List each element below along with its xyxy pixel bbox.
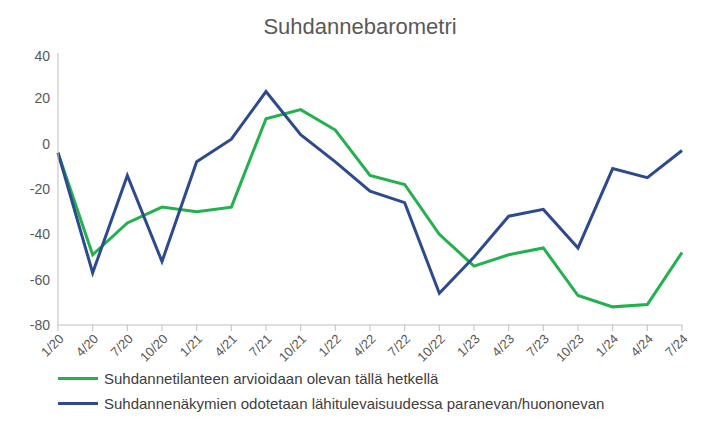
svg-text:4/23: 4/23: [489, 331, 518, 360]
svg-text:4/24: 4/24: [627, 331, 656, 360]
svg-text:10/21: 10/21: [276, 331, 310, 365]
svg-text:-60: -60: [30, 272, 50, 288]
svg-text:7/20: 7/20: [107, 331, 136, 360]
svg-text:10/22: 10/22: [414, 331, 448, 365]
html-text:Suhdannenäkymien odotetaan läh: Suhdannenäkymien odotetaan lähitulevaisu…: [104, 395, 605, 412]
svg-text:7/21: 7/21: [246, 331, 275, 360]
svg-text:7/24: 7/24: [662, 331, 691, 360]
svg-text:1/23: 1/23: [454, 331, 483, 360]
svg-text:4/21: 4/21: [211, 331, 240, 360]
svg-text:0: 0: [42, 136, 50, 152]
svg-text:4/20: 4/20: [73, 331, 102, 360]
svg-text:10/23: 10/23: [553, 331, 587, 365]
svg-text:1/21: 1/21: [177, 331, 206, 360]
html-text:Suhdannebarometri: Suhdannebarometri: [263, 14, 457, 39]
svg-text:40: 40: [34, 48, 50, 64]
svg-text:1/20: 1/20: [38, 331, 67, 360]
svg-text:-20: -20: [30, 181, 50, 197]
svg-text:-80: -80: [30, 317, 50, 333]
svg-text:7/23: 7/23: [523, 331, 552, 360]
svg-text:4/22: 4/22: [350, 331, 379, 360]
svg-text:1/24: 1/24: [593, 331, 622, 360]
svg-text:-40: -40: [30, 226, 50, 242]
svg-text:7/22: 7/22: [385, 331, 414, 360]
svg-text:1/22: 1/22: [315, 331, 344, 360]
svg-text:10/20: 10/20: [137, 331, 171, 365]
svg-text:20: 20: [34, 90, 50, 106]
html-text:Suhdannetilanteen arvioidaan o: Suhdannetilanteen arvioidaan olevan täll…: [104, 370, 439, 387]
